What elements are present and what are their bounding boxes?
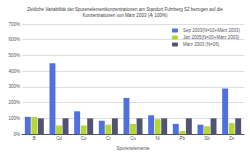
- svg-text:Spurenelemente: Spurenelemente: [116, 146, 150, 151]
- svg-text:0%: 0%: [13, 132, 20, 137]
- svg-text:März 2003 (N=26): März 2003 (N=26): [183, 42, 220, 47]
- svg-text:700%: 700%: [8, 22, 20, 27]
- svg-text:Cd: Cd: [56, 136, 62, 141]
- svg-text:Cu: Cu: [130, 136, 136, 141]
- svg-text:Jan 2005(N=20+März 2003): Jan 2005(N=20+März 2003): [183, 35, 240, 40]
- svg-text:Zn: Zn: [229, 136, 235, 141]
- svg-text:Co: Co: [81, 136, 87, 141]
- svg-text:Konzentrationen von März 2003: Konzentrationen von März 2003 (≙ 100%): [83, 12, 168, 18]
- svg-text:200%: 200%: [8, 100, 20, 105]
- svg-text:300%: 300%: [8, 84, 20, 89]
- svg-text:Zeitliche Variabilität der Spu: Zeitliche Variabilität der Spurenelement…: [27, 7, 223, 12]
- svg-text:Sb: Sb: [204, 136, 210, 141]
- svg-text:600%: 600%: [8, 37, 20, 42]
- svg-text:Pb: Pb: [180, 136, 186, 141]
- svg-text:Sep 2003(N=10+März 2003): Sep 2003(N=10+März 2003): [183, 28, 241, 33]
- svg-text:Ni: Ni: [156, 136, 160, 141]
- svg-text:Cr: Cr: [106, 136, 111, 141]
- svg-text:100%: 100%: [8, 116, 20, 121]
- svg-text:B: B: [33, 136, 36, 141]
- svg-text:400%: 400%: [8, 69, 20, 74]
- svg-text:500%: 500%: [8, 53, 20, 58]
